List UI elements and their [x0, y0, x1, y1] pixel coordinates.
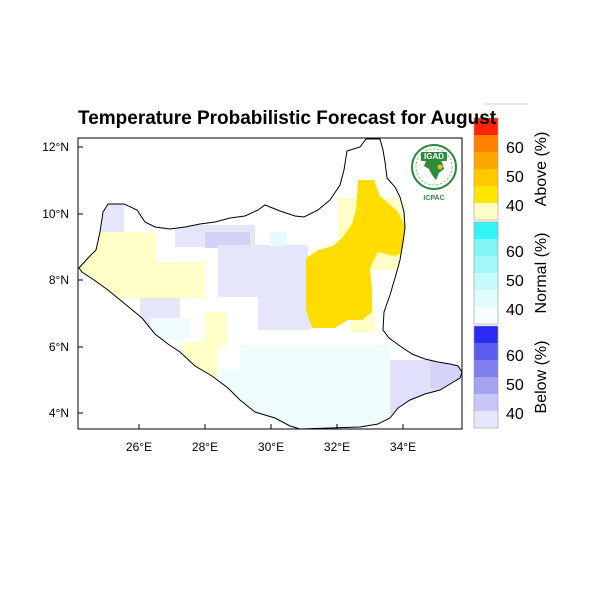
x-tick-32e: 32°E — [324, 440, 350, 454]
map-frame-outline — [77, 137, 463, 430]
legend-above-60: 60 — [506, 140, 524, 157]
legend-normal-60: 60 — [506, 244, 524, 261]
y-tick-12n: 12°N — [42, 140, 69, 154]
legend-normal: 60 50 40 Normal (%) — [473, 221, 550, 325]
x-tick-26e: 26°E — [126, 440, 152, 454]
legend-below-40: 40 — [506, 406, 524, 423]
y-tick-8n: 8°N — [49, 273, 69, 287]
above-strong-northeast — [306, 180, 408, 328]
legend-below-60: 60 — [506, 348, 524, 365]
below-region-north-dark — [205, 232, 250, 248]
x-axis: 26°E 28°E 30°E 32°E 34°E — [126, 424, 416, 454]
below-region-central-2 — [258, 275, 310, 330]
y-tick-6n: 6°N — [49, 340, 69, 354]
above-light-center — [205, 312, 227, 346]
legend-below-title: Below (%) — [533, 341, 550, 414]
y-tick-4n: 4°N — [49, 406, 69, 420]
map-title: Temperature Probabilistic Forecast for A… — [78, 108, 497, 129]
logo-igad-text: IGAD — [424, 152, 444, 161]
normal-region-north-patch — [270, 232, 286, 246]
logo-icpac-text: ICPAC — [423, 195, 444, 202]
normal-region-southwest — [150, 318, 190, 340]
x-tick-28e: 28°E — [192, 440, 218, 454]
legend-above-50: 50 — [506, 169, 524, 186]
legend-normal-title: Normal (%) — [533, 233, 550, 314]
country-boundary — [78, 138, 463, 430]
forecast-shading — [79, 180, 462, 429]
africa-icon — [424, 158, 444, 180]
y-axis: 12°N 10°N 8°N 6°N 4°N — [42, 140, 83, 420]
legend-below-50: 50 — [506, 377, 524, 394]
legend-above-title: Above (%) — [533, 132, 550, 207]
legend-normal-40: 40 — [506, 302, 524, 319]
legend-above-40: 40 — [506, 198, 524, 215]
x-tick-30e: 30°E — [258, 440, 284, 454]
above-light-west-2 — [125, 262, 205, 298]
y-tick-10n: 10°N — [42, 207, 69, 221]
legend-below: 60 50 40 Below (%) — [473, 325, 550, 429]
faint-header-mark — [484, 103, 528, 105]
legend-above: 60 50 40 Above (%) — [473, 117, 550, 221]
igad-logo: IGAD ICPAC — [411, 144, 457, 202]
x-tick-34e: 34°E — [390, 440, 416, 454]
legend-normal-50: 50 — [506, 273, 524, 290]
